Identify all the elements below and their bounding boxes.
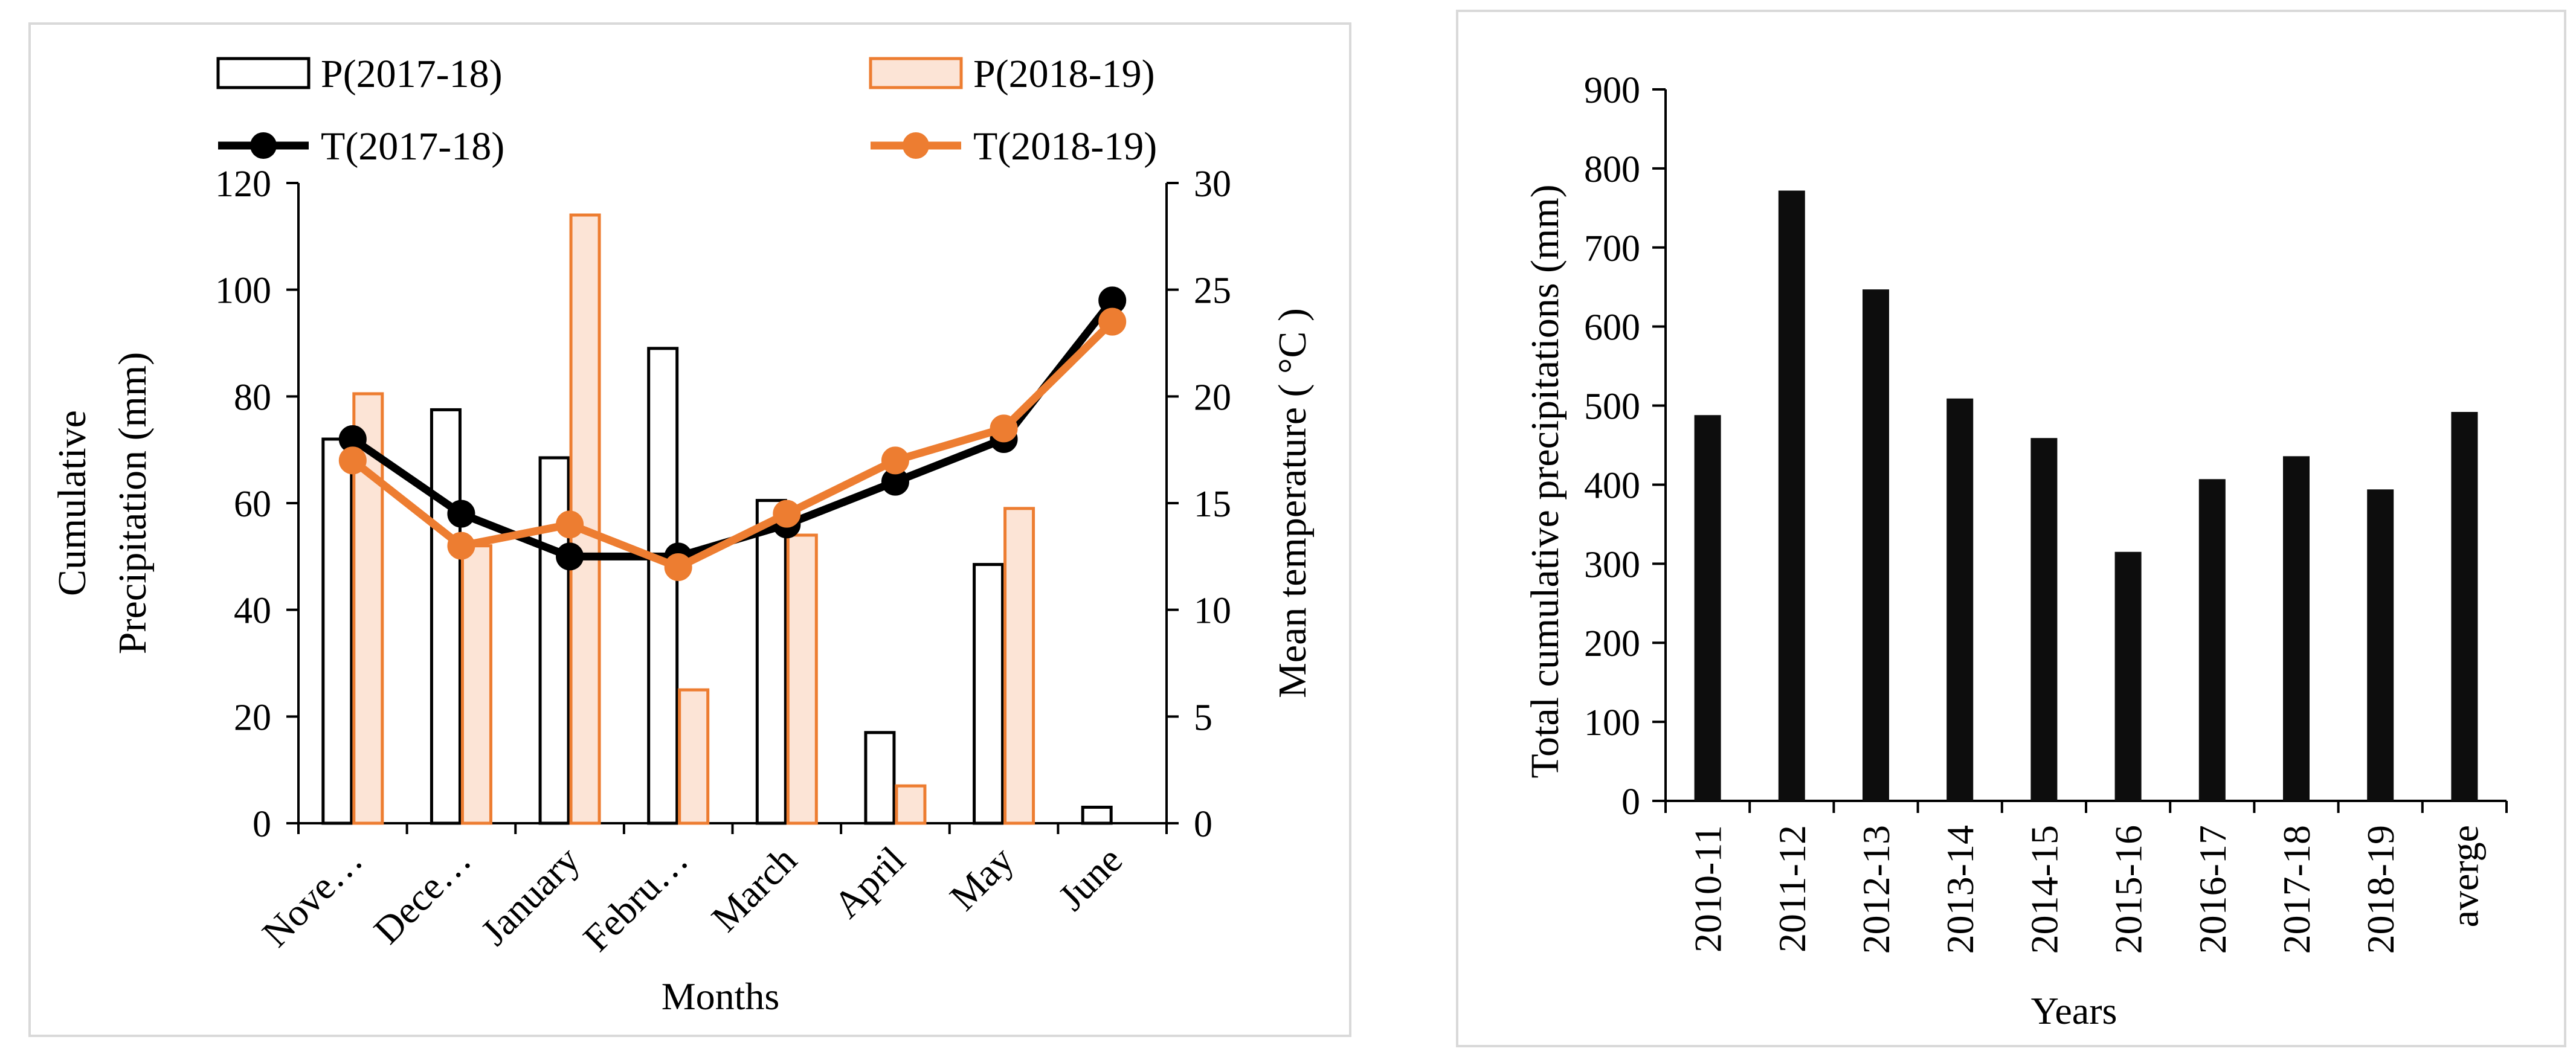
point-t-2018-19 [664,553,692,581]
x-category-label: 2010-11 [1687,825,1730,952]
right-y-tick-label: 30 [1194,164,1231,205]
bar-total-precipitation [2030,438,2058,801]
x-category-label: May [941,838,1022,919]
right-y-tick-label: 20 [1194,377,1231,418]
bar-p-2017-18 [755,499,787,825]
bar-total-precipitation [1778,190,1805,801]
x-category-label: Dece… [365,838,479,952]
right-y-axis-title: Mean temperature ( °C ) [1270,308,1315,698]
bar-total-precipitation [2367,489,2394,801]
x-category-label: averge [2443,825,2486,927]
bar-total-precipitation [2198,479,2226,801]
y-tick-label: 600 [1584,307,1640,349]
left-y-tick-label: 40 [234,591,271,632]
bar-total-precipitation [2114,551,2142,801]
y-tick-label: 300 [1584,544,1640,585]
right-y-tick-label: 0 [1194,804,1212,845]
point-t-2018-19 [447,532,475,560]
x-category-label: January [472,838,588,954]
x-category-label: 2013-14 [1939,825,1982,954]
bar-p-2017-18 [647,347,679,825]
x-category-label: 2011-12 [1771,825,1814,952]
x-category-label: 2018-19 [2359,825,2402,954]
y-tick-label: 900 [1584,70,1640,111]
x-category-label: April [825,838,913,927]
legend-label: P(2017-18) [321,52,503,96]
right-y-tick-label: 5 [1194,697,1212,738]
left-y-tick-label: 20 [234,697,271,738]
legend-label: P(2018-19) [973,52,1155,96]
bar-total-precipitation [2451,412,2478,801]
total-precipitation-chart: 0 100 200 300 400 500 600 700 800 900 2010-11 2011-… [1523,70,2508,1032]
left-y-tick-label: 80 [234,377,271,418]
y-tick-label: 400 [1584,465,1640,506]
point-t-2018-19 [881,446,909,475]
left-y-tick-label: 0 [253,804,271,845]
left-y-axis-title-line2: Precipitation (mm) [111,352,155,654]
right-y-tick-label: 15 [1194,484,1231,525]
bar-p-2017-18 [1081,806,1113,825]
point-t-2017-18 [447,499,475,528]
point-t-2018-19 [556,510,584,539]
bar-p-2018-19 [460,544,492,825]
legend-line-marker [250,132,277,159]
bar-p-2018-19 [786,533,818,825]
point-t-2018-19 [1098,307,1127,336]
point-t-2018-19 [338,446,367,475]
x-category-label: Febru… [575,838,697,960]
y-tick-label: 100 [1584,702,1640,744]
point-t-2018-19 [990,414,1018,443]
y-tick-label: 0 [1621,782,1640,823]
right-y-tick-label: 25 [1194,271,1231,312]
left-y-axis-title-line1: Cumulative [50,410,94,596]
left-y-tick-label: 60 [234,484,271,525]
bar-p-2017-18 [864,731,896,825]
y-tick-label: 200 [1584,623,1640,664]
y-tick-label: 500 [1584,387,1640,428]
x-category-label: June [1050,838,1130,919]
point-t-2018-19 [773,499,801,528]
bar-p-2018-19 [1003,507,1035,825]
legend-label: T(2018-19) [973,124,1157,169]
y-axis-title: Total cumulative precipitations (mm) [1523,184,1567,778]
bar-total-precipitation [1946,398,1974,801]
x-category-label: 2012-13 [1855,825,1898,954]
x-category-label: 2015-16 [2107,825,2150,954]
x-category-label: Nove… [254,838,370,955]
y-tick-label: 800 [1584,149,1640,190]
x-axis-title: Months [662,975,780,1018]
y-tick-label: 700 [1584,228,1640,269]
left-chart-panel: 0 20 40 60 80 100 120 0 5 10 15 20 25 30 Nove… Dece… Jan… [28,22,1351,1037]
x-category-label: 2016-17 [2191,825,2234,954]
x-axis-title: Years [2031,989,2117,1032]
bar-total-precipitation [1863,289,1889,801]
bar-p-2018-19 [678,688,710,825]
left-y-tick-label: 100 [215,271,271,312]
line-t-2018-19 [350,319,1115,571]
point-t-2017-18 [556,542,584,571]
legend-line-marker [903,132,929,159]
x-category-label: March [703,838,805,940]
bar-total-precipitation [2283,456,2310,801]
precipitation-temperature-chart: 0 20 40 60 80 100 120 0 5 10 15 20 25 30 Nove…Dece…Jan… [50,52,1315,1018]
x-category-label: 2017-18 [2275,825,2318,954]
bar-p-2017-18 [973,563,1005,825]
bar-total-precipitation [1694,415,1721,801]
bar-p-2017-18 [321,437,353,825]
bar-p-2017-18 [430,408,462,825]
left-y-tick-label: 120 [215,164,271,205]
legend-bar-swatch [216,57,311,89]
right-chart-panel: 0 100 200 300 400 500 600 700 800 900 2010-11 2011-… [1456,10,2566,1047]
bar-p-2018-19 [895,784,927,825]
x-category-label: 2014-15 [2023,825,2066,954]
legend-label: T(2017-18) [321,124,504,169]
legend-bar-swatch [869,57,963,89]
right-y-tick-label: 10 [1194,591,1231,632]
